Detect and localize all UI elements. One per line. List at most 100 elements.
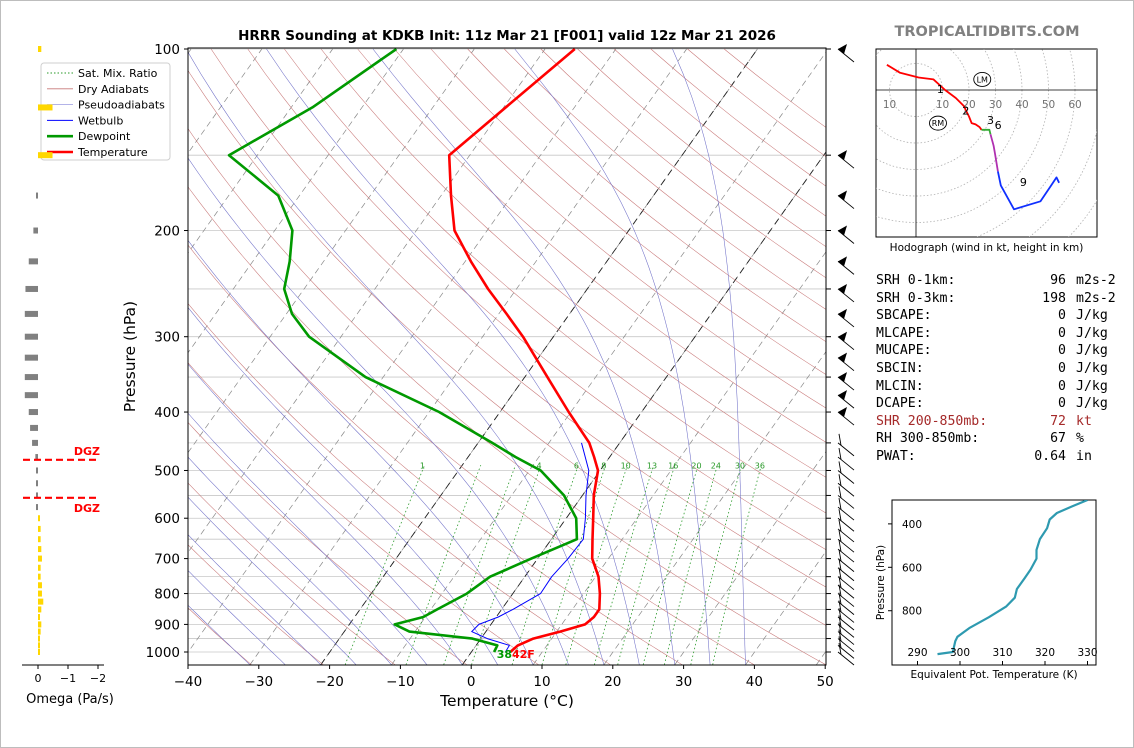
temp-tick-label: 0 [467, 674, 476, 690]
wind-barb-pennant [838, 331, 847, 342]
stat-row: SBCIN: 0 J/kg [876, 360, 1116, 378]
stat-unit: J/kg [1076, 325, 1108, 341]
omega-bar [38, 555, 42, 562]
wind-barb-flag [838, 486, 842, 498]
moist-adiabat-line [188, 570, 286, 665]
wind-barb-flag [838, 539, 842, 552]
theta-e-xlabel: Equivalent Pot. Temperature (K) [910, 669, 1077, 681]
dgz-top-label: DGZ [74, 445, 100, 458]
mixing-ratio-label: 13 [647, 461, 657, 470]
theta-e-frame [891, 499, 1097, 666]
omega-bar [38, 598, 44, 605]
mixing-ratio-label: 8 [601, 461, 606, 470]
mixing-ratio-line [565, 465, 628, 665]
omega-bar [24, 354, 38, 361]
isotherm-line [249, 48, 687, 665]
theta-e-profile [937, 500, 1088, 656]
omega-xlabel: Omega (Pa/s) [26, 692, 114, 707]
mixing-ratio-label: 10 [621, 461, 631, 470]
omega-bar [38, 515, 40, 522]
stat-name: SHR 200-850mb: [876, 413, 988, 429]
omega-tick-label: −1 [60, 672, 76, 685]
mixing-ratio-label: 4 [537, 461, 542, 470]
pressure-tick-label: 700 [154, 552, 180, 568]
mixing-ratio-line [405, 465, 482, 665]
dry-adiabat-line [188, 544, 324, 665]
isotherm-line [532, 251, 826, 665]
temp-tick-label: −40 [174, 674, 203, 690]
stat-row: MUCAPE: 0 J/kg [876, 342, 1116, 360]
temperature-profile [447, 48, 602, 653]
stat-row: PWAT: 0.64 in [876, 448, 1116, 466]
mixing-ratio-line [664, 465, 718, 665]
mixing-ratio-label: 20 [691, 461, 701, 470]
stat-name: PWAT: [876, 448, 916, 464]
wind-barb-flag [838, 629, 842, 642]
mixing-ratio-line [690, 465, 742, 665]
theta-e-x-tick-label: 330 [1077, 647, 1097, 659]
omega-bar [36, 467, 38, 474]
temp-tick-label: 20 [604, 674, 621, 690]
theta-e-x-tick-label: 310 [992, 647, 1012, 659]
stat-name: SRH 0-3km: [876, 290, 956, 306]
theta-e-y-tick-label: 600 [902, 562, 922, 574]
isotherm-line [391, 51, 826, 665]
stat-name: SBCAPE: [876, 308, 932, 324]
mixing-ratio-label: 24 [711, 461, 721, 470]
key-isotherm-line [461, 151, 826, 665]
pressure-tick-label: 200 [154, 224, 180, 240]
theta-e-ylabel: Pressure (hPa) [875, 545, 887, 620]
right-mover-marker [929, 115, 947, 131]
moist-adiabat-line [372, 48, 675, 665]
skewt-xlabel: Temperature (°C) [439, 692, 574, 710]
stat-row: DCAPE: 0 J/kg [876, 395, 1116, 413]
omega-bar [25, 285, 38, 292]
surface-dewpoint-label: 38 [497, 648, 512, 661]
stat-row: SRH 0-3km: 198 m2s-2 [876, 290, 1116, 308]
wind-barb-pennant [838, 225, 847, 236]
moist-adiabat-line [266, 48, 640, 665]
hodograph-height-label: 2 [962, 104, 969, 117]
omega-bar [36, 492, 38, 499]
legend-temperature: Temperature [77, 146, 148, 159]
omega-bar [24, 392, 38, 399]
pressure-tick-label: 1000 [146, 645, 180, 661]
left-mover-marker [973, 71, 992, 87]
omega-bar [38, 614, 40, 621]
hodograph-height-label: 9 [1020, 176, 1027, 189]
omega-bar [38, 590, 42, 597]
stat-unit: kt [1076, 413, 1092, 429]
omega-bar [38, 573, 41, 580]
dgz-bottom-label: DGZ [74, 502, 100, 515]
stat-value: 0 [1058, 343, 1066, 359]
left-mover-label: LM [977, 75, 988, 84]
stat-row: SHR 200-850mb: 72 kt [876, 413, 1116, 431]
omega-bar [36, 504, 38, 511]
hodograph-height-label: 3 [987, 114, 994, 127]
hodograph-trace [886, 64, 983, 131]
omega-bar [30, 424, 38, 431]
pressure-tick-label: 500 [154, 463, 180, 479]
moist-adiabat-line [188, 456, 392, 665]
omega-bar [38, 628, 41, 635]
wind-barb-flag [838, 549, 842, 562]
dry-adiabat-line [284, 48, 826, 514]
wind-barb-flag [838, 558, 842, 571]
stat-value: 0 [1058, 325, 1066, 341]
right-mover-label: RM [932, 119, 945, 128]
pressure-tick-label: 400 [154, 405, 180, 421]
moist-adiabat-line [188, 307, 498, 665]
moist-adiabat-line [188, 604, 251, 665]
mixing-ratio-line [541, 465, 606, 665]
legend-wetbulb: Wetbulb [78, 114, 123, 127]
stat-value: 0 [1058, 308, 1066, 324]
omega-bar [24, 374, 38, 381]
hodograph-ring-label: 30 [989, 99, 1002, 111]
hodograph-ring-label: 40 [1015, 99, 1028, 111]
moist-adiabat-line [188, 496, 357, 665]
wind-barb-flag [838, 530, 842, 542]
temp-tick-label: 50 [817, 674, 834, 690]
wind-barb-flag [838, 498, 842, 510]
pressure-tick-label: 100 [154, 42, 180, 58]
